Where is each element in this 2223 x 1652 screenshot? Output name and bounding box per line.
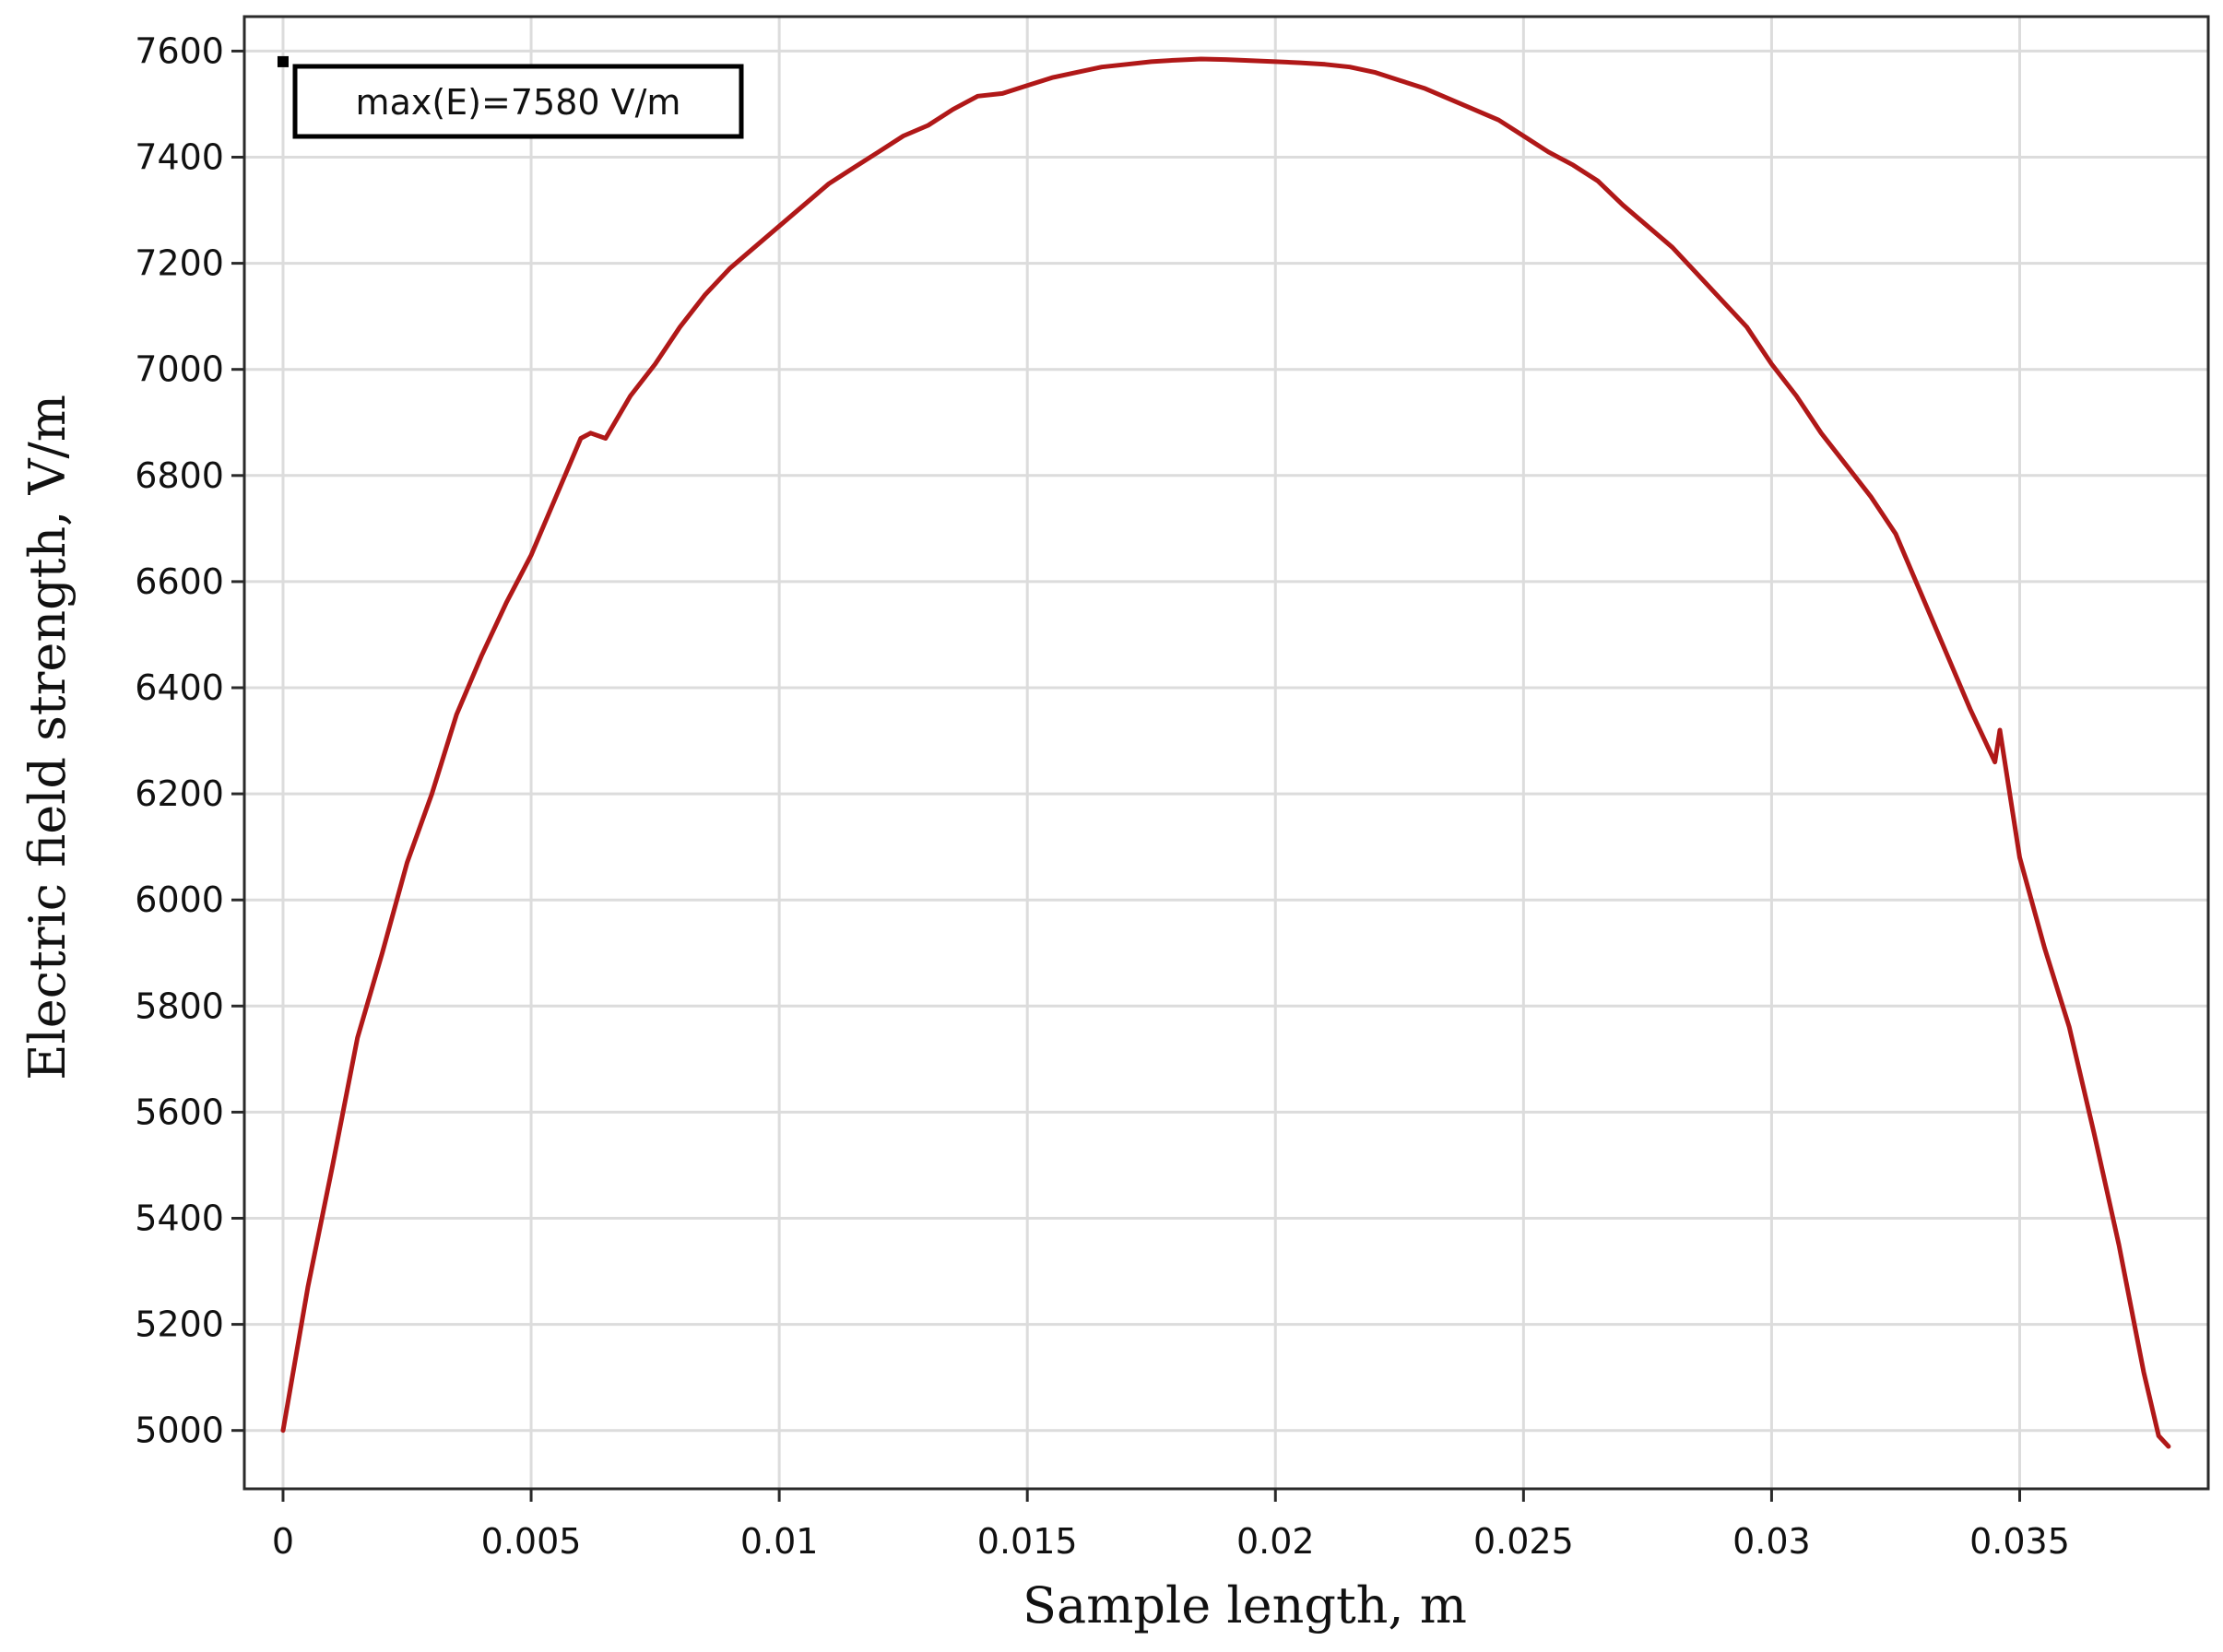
series-line — [280, 56, 2171, 1449]
y-tick-label: 7400 — [135, 137, 224, 178]
y-tick-label: 6800 — [135, 455, 224, 496]
annotation-layer: max(E)=7580 V/m — [277, 55, 744, 139]
y-tick-label: 5400 — [135, 1198, 224, 1238]
y-tick-label: 7000 — [135, 349, 224, 390]
y-tick-label: 6400 — [135, 667, 224, 708]
plot-frame — [242, 15, 2210, 1491]
x-tick-label: 0.01 — [740, 1521, 819, 1562]
y-tick-label: 5000 — [135, 1410, 224, 1451]
y-tick-label: 5800 — [135, 985, 224, 1026]
grid-layer — [244, 17, 2208, 1489]
series-layer — [280, 56, 2171, 1449]
tick-layer: 0 0.005 0.01 0.015 0.02 0.025 0.03 0.035 5000 520… — [135, 30, 2070, 1562]
x-tick-label: 0.02 — [1236, 1521, 1315, 1562]
x-tick-label: 0.025 — [1473, 1521, 1574, 1562]
x-axis-title: Sample length, m — [1023, 1576, 1467, 1634]
y-tick-label: 6000 — [135, 879, 224, 920]
x-tick-label: 0.03 — [1732, 1521, 1811, 1562]
annotation-box — [292, 64, 744, 139]
y-tick-label: 5200 — [135, 1304, 224, 1345]
annotation-marker — [277, 55, 289, 67]
y-tick-label: 6200 — [135, 773, 224, 814]
y-tick-label: 7600 — [135, 30, 224, 71]
y-tick-label: 6600 — [135, 561, 224, 602]
x-tick-label: 0.015 — [977, 1521, 1078, 1562]
x-tick-label: 0.005 — [481, 1521, 582, 1562]
annotation-label: max(E)=7580 V/m — [356, 82, 681, 123]
y-tick-label: 7200 — [135, 243, 224, 284]
x-tick-label: 0 — [272, 1521, 294, 1562]
x-tick-label: 0.035 — [1969, 1521, 2070, 1562]
y-tick-label: 5600 — [135, 1092, 224, 1132]
y-axis-title: Electric field strength, V/m — [18, 395, 77, 1080]
